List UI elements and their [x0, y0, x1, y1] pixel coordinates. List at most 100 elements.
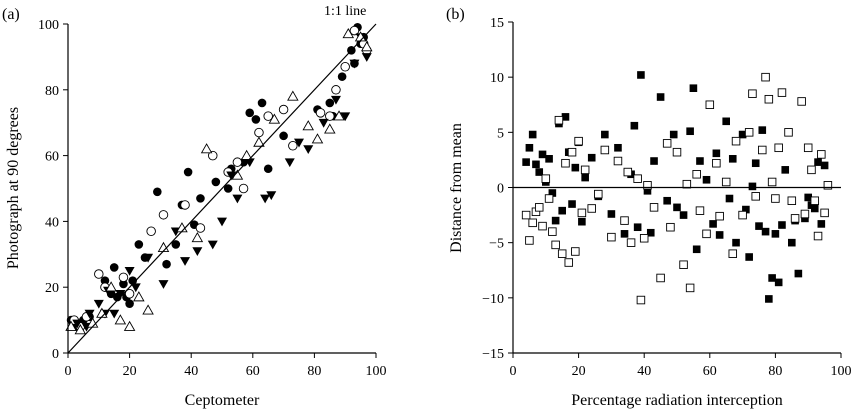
point-filled-square — [673, 203, 681, 212]
point-filled-triangle-down — [180, 257, 191, 266]
panel-b: (b) 0 20 40 60 80 100 15 10 5 0 −5 −10 −15 Percentag… — [446, 6, 852, 409]
point-open-square — [548, 227, 557, 236]
panel-a-y-tick-label: 80 — [45, 84, 59, 99]
point-filled-triangle-down — [318, 118, 329, 128]
point-filled-circle — [134, 240, 144, 249]
point-filled-square — [742, 205, 750, 214]
panel-b-y-tick-label: −15 — [482, 347, 504, 362]
point-open-square — [777, 88, 787, 97]
point-filled-square — [814, 158, 822, 166]
point-filled-square — [548, 189, 557, 197]
point-filled-square — [607, 210, 616, 218]
point-open-circle — [146, 226, 156, 237]
point-filled-square — [630, 121, 639, 130]
point-open-square — [544, 194, 554, 203]
point-filled-square — [581, 173, 589, 182]
point-filled-square — [538, 150, 547, 159]
point-filled-square — [778, 221, 786, 229]
point-filled-square — [522, 158, 530, 166]
point-open-square — [633, 174, 642, 183]
panel-a-y-tick: 80 — [45, 84, 68, 99]
point-filled-square — [732, 238, 740, 247]
point-filled-circle — [196, 194, 205, 203]
point-open-circle — [263, 111, 273, 121]
panel-a-y-label: Photograph at 90 degrees — [5, 107, 22, 269]
panel-b-x-tick: 100 — [831, 353, 852, 379]
point-open-square — [561, 158, 570, 168]
point-filled-circle — [325, 98, 335, 108]
point-filled-square — [656, 93, 665, 101]
point-open-square — [538, 221, 547, 231]
point-open-square — [571, 247, 580, 256]
panel-a-x-tick: 100 — [366, 353, 387, 379]
point-open-square — [790, 214, 800, 223]
panel-b-label: (b) — [446, 6, 465, 23]
point-filled-square — [643, 187, 652, 195]
point-open-square — [679, 260, 688, 269]
point-open-circle — [180, 200, 190, 210]
point-filled-square — [587, 153, 596, 162]
point-filled-square — [614, 143, 622, 152]
panel-b-y-tick-label: −10 — [482, 292, 504, 307]
point-open-square — [620, 216, 629, 225]
point-open-circle — [315, 108, 326, 118]
point-open-triangle-up — [133, 291, 145, 302]
point-open-square — [557, 249, 567, 258]
point-open-circle — [124, 289, 135, 299]
point-open-circle — [94, 269, 104, 279]
point-filled-circle — [337, 72, 347, 81]
point-open-square — [767, 177, 777, 187]
point-open-square — [748, 89, 757, 98]
point-filled-square — [817, 220, 826, 228]
point-open-square — [758, 145, 767, 155]
point-open-circle — [288, 140, 298, 151]
point-filled-triangle-down — [294, 138, 304, 148]
point-open-square — [649, 203, 659, 212]
point-filled-triangle-down — [130, 283, 141, 293]
point-filled-square — [689, 84, 698, 92]
point-filled-triangle-down — [303, 145, 314, 155]
point-open-square — [813, 231, 823, 241]
point-open-circle — [208, 150, 218, 161]
panel-a-y-tick: 100 — [38, 18, 68, 33]
panel-a-y-tick: 60 — [45, 150, 68, 165]
point-filled-square — [545, 155, 553, 163]
panel-b-y-tick: −15 — [482, 347, 513, 362]
panel-a-x-tick: 80 — [307, 353, 321, 379]
point-filled-square — [810, 204, 819, 213]
point-open-square — [525, 236, 534, 245]
point-open-square — [705, 100, 715, 109]
point-open-square — [528, 218, 537, 228]
point-filled-square — [571, 163, 580, 172]
point-open-square — [639, 234, 649, 243]
panel-b-y-tick-label: 10 — [490, 71, 504, 86]
point-open-square — [656, 273, 665, 283]
point-filled-triangle-down — [340, 112, 351, 122]
point-filled-square — [679, 211, 688, 219]
point-open-square — [600, 145, 610, 155]
point-open-circle — [325, 111, 335, 121]
point-open-circle — [278, 104, 289, 115]
panel-b-x-tick-label: 40 — [637, 364, 651, 379]
panel-b-y-label: Distance from mean — [448, 123, 465, 253]
point-open-square — [541, 174, 551, 183]
panel-a-x-tick-label: 60 — [246, 364, 260, 379]
point-filled-triangle-down — [244, 158, 255, 168]
panel-a-y-tick: 0 — [52, 347, 68, 362]
point-filled-circle — [279, 131, 288, 141]
panel-b-y-tick-label: 5 — [497, 126, 504, 141]
panel-b-x-tick: 20 — [572, 353, 586, 379]
point-open-square — [551, 240, 560, 250]
point-filled-triangle-down — [84, 309, 95, 319]
point-open-triangle-up — [360, 41, 373, 52]
point-filled-square — [771, 230, 780, 238]
point-open-square — [554, 115, 564, 125]
point-open-triangle-up — [302, 120, 315, 131]
point-open-square — [685, 283, 695, 293]
panel-a-x-tick-label: 40 — [184, 364, 198, 379]
panel-b-x-tick-label: 80 — [768, 364, 782, 379]
point-filled-square — [558, 206, 566, 215]
point-open-square — [574, 136, 583, 146]
panel-a-y-tick: 20 — [45, 281, 68, 296]
point-open-square — [692, 170, 701, 179]
